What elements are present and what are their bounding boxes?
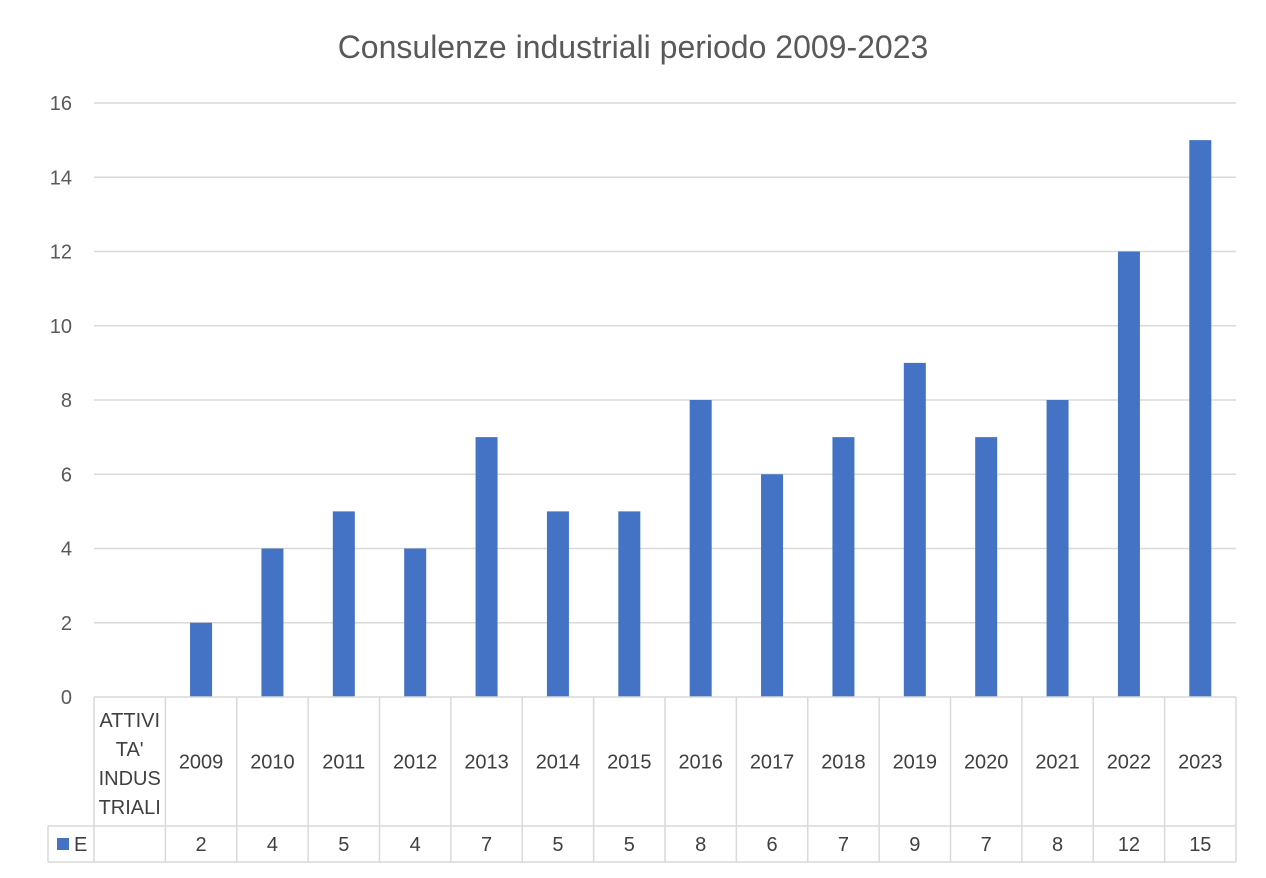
data-label: 15 — [1189, 834, 1211, 856]
data-label: 7 — [981, 834, 992, 856]
data-label: 4 — [267, 834, 278, 856]
category-label: 2010 — [250, 752, 295, 774]
y-tick-label: 14 — [50, 167, 72, 189]
category-label: TRIALI — [99, 797, 161, 819]
data-label: 4 — [410, 834, 421, 856]
y-tick-label: 0 — [61, 687, 72, 709]
legend-swatch — [57, 838, 69, 850]
legend-label: E — [74, 834, 87, 856]
y-tick-label: 8 — [61, 390, 72, 412]
bar — [404, 548, 427, 697]
bar — [975, 437, 998, 697]
data-label: 5 — [552, 834, 563, 856]
category-label: 2023 — [1178, 752, 1223, 774]
data-label: 7 — [481, 834, 492, 856]
data-label: 8 — [1052, 834, 1063, 856]
bar — [761, 474, 784, 697]
bar — [332, 511, 355, 697]
category-label: 2015 — [607, 752, 652, 774]
category-label: 2009 — [179, 752, 224, 774]
category-label: 2014 — [536, 752, 581, 774]
gridlines — [94, 102, 1236, 624]
y-tick-label: 12 — [50, 242, 72, 264]
category-label: INDUS — [99, 768, 161, 790]
data-label: 2 — [196, 834, 207, 856]
category-label: 2012 — [393, 752, 438, 774]
category-label: 2011 — [322, 752, 365, 774]
bar — [618, 511, 641, 697]
data-label: 9 — [909, 834, 920, 856]
y-tick-label: 10 — [50, 316, 72, 338]
category-label: 2017 — [750, 752, 795, 774]
bar — [903, 362, 926, 697]
bar — [1046, 400, 1069, 697]
bar — [261, 548, 284, 697]
data-label: 12 — [1118, 834, 1140, 856]
y-tick-label: 6 — [61, 464, 72, 486]
category-label: 2016 — [678, 752, 723, 774]
category-label: 2022 — [1107, 752, 1152, 774]
data-label: 8 — [695, 834, 706, 856]
data-label: 5 — [624, 834, 635, 856]
data-table: ATTIVI TA' INDUS TRIALI 2009 2010 2011 2012 2013… — [47, 696, 1237, 863]
bar — [546, 511, 569, 697]
bar — [689, 400, 712, 697]
category-label: ATTIVI — [99, 710, 160, 732]
bar — [190, 622, 213, 697]
bar — [1189, 140, 1212, 697]
data-label: 7 — [838, 834, 849, 856]
y-tick-label: 2 — [61, 613, 72, 635]
bars — [190, 140, 1212, 697]
bar — [832, 437, 855, 697]
data-label: 5 — [338, 834, 349, 856]
category-label: 2013 — [464, 752, 509, 774]
chart-title: Consulenze industriali periodo 2009-2023 — [338, 29, 929, 65]
category-label: 2020 — [964, 752, 1009, 774]
data-label: 6 — [767, 834, 778, 856]
y-axis-ticks: 0 2 4 6 8 10 12 14 16 — [50, 93, 72, 709]
category-label: TA' — [116, 739, 144, 761]
y-tick-label: 16 — [50, 93, 72, 115]
bar — [1117, 251, 1140, 697]
bar — [475, 437, 498, 697]
category-label: 2019 — [893, 752, 938, 774]
y-tick-label: 4 — [61, 539, 72, 561]
category-label: 2018 — [821, 752, 866, 774]
category-label: 2021 — [1035, 752, 1080, 774]
